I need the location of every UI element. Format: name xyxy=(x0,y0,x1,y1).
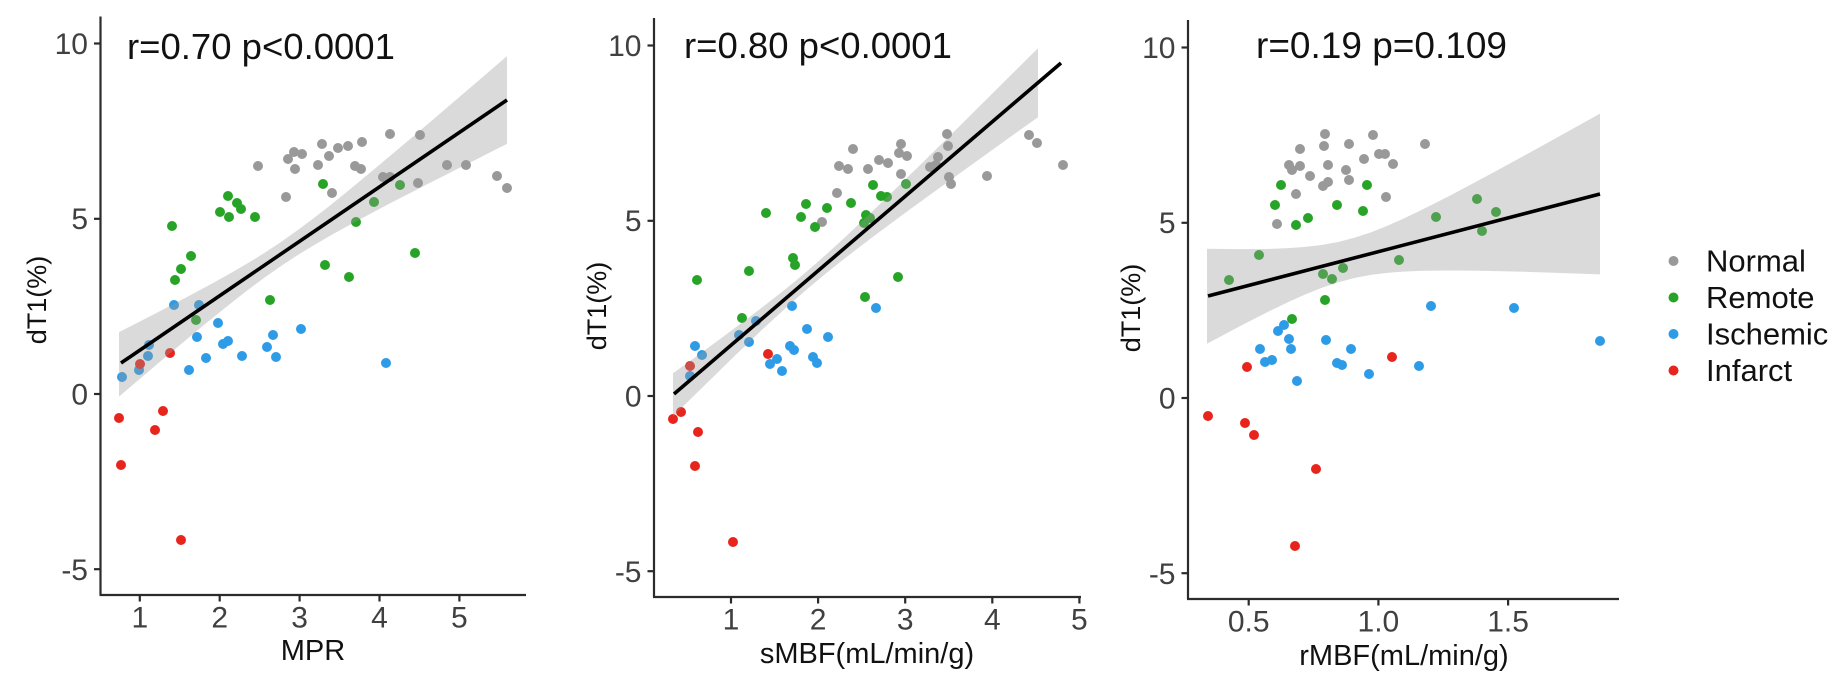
svg-text:MPR: MPR xyxy=(281,635,345,667)
svg-text:0.5: 0.5 xyxy=(1228,606,1270,639)
svg-text:1.5: 1.5 xyxy=(1487,606,1529,639)
svg-text:4: 4 xyxy=(371,602,388,635)
svg-text:Infarct: Infarct xyxy=(1706,353,1793,388)
svg-text:r=0.80 p<0.0001: r=0.80 p<0.0001 xyxy=(684,25,952,66)
svg-text:dT1(%): dT1(%) xyxy=(582,262,612,351)
svg-text:Ischemic: Ischemic xyxy=(1706,317,1828,352)
svg-text:r=0.70 p<0.0001: r=0.70 p<0.0001 xyxy=(127,26,395,67)
svg-text:5: 5 xyxy=(451,602,468,635)
svg-text:dT1(%): dT1(%) xyxy=(22,256,52,345)
svg-text:Normal: Normal xyxy=(1706,244,1806,279)
svg-text:1.0: 1.0 xyxy=(1358,606,1400,639)
svg-text:3: 3 xyxy=(897,604,914,637)
svg-text:r=0.19 p=0.109: r=0.19 p=0.109 xyxy=(1256,25,1507,66)
svg-text:10: 10 xyxy=(55,28,88,61)
svg-text:5: 5 xyxy=(1071,604,1088,637)
svg-text:-5: -5 xyxy=(1149,558,1176,591)
svg-text:0: 0 xyxy=(71,379,88,412)
svg-text:5: 5 xyxy=(1159,207,1176,240)
svg-text:1: 1 xyxy=(131,602,148,635)
svg-text:10: 10 xyxy=(608,30,641,63)
svg-text:-5: -5 xyxy=(61,554,88,587)
svg-text:10: 10 xyxy=(1142,32,1175,65)
svg-text:3: 3 xyxy=(291,602,308,635)
svg-text:1: 1 xyxy=(723,604,740,637)
svg-text:-5: -5 xyxy=(615,556,642,589)
svg-text:5: 5 xyxy=(71,203,88,236)
svg-text:sMBF(mL/min/g): sMBF(mL/min/g) xyxy=(760,638,974,670)
svg-text:0: 0 xyxy=(1159,383,1176,416)
svg-text:2: 2 xyxy=(211,602,228,635)
svg-text:4: 4 xyxy=(984,604,1001,637)
svg-text:rMBF(mL/min/g): rMBF(mL/min/g) xyxy=(1299,640,1508,672)
svg-text:5: 5 xyxy=(625,205,642,238)
svg-text:0: 0 xyxy=(625,381,642,414)
svg-text:Remote: Remote xyxy=(1706,280,1815,315)
svg-text:dT1(%): dT1(%) xyxy=(1116,264,1146,353)
svg-text:2: 2 xyxy=(810,604,827,637)
